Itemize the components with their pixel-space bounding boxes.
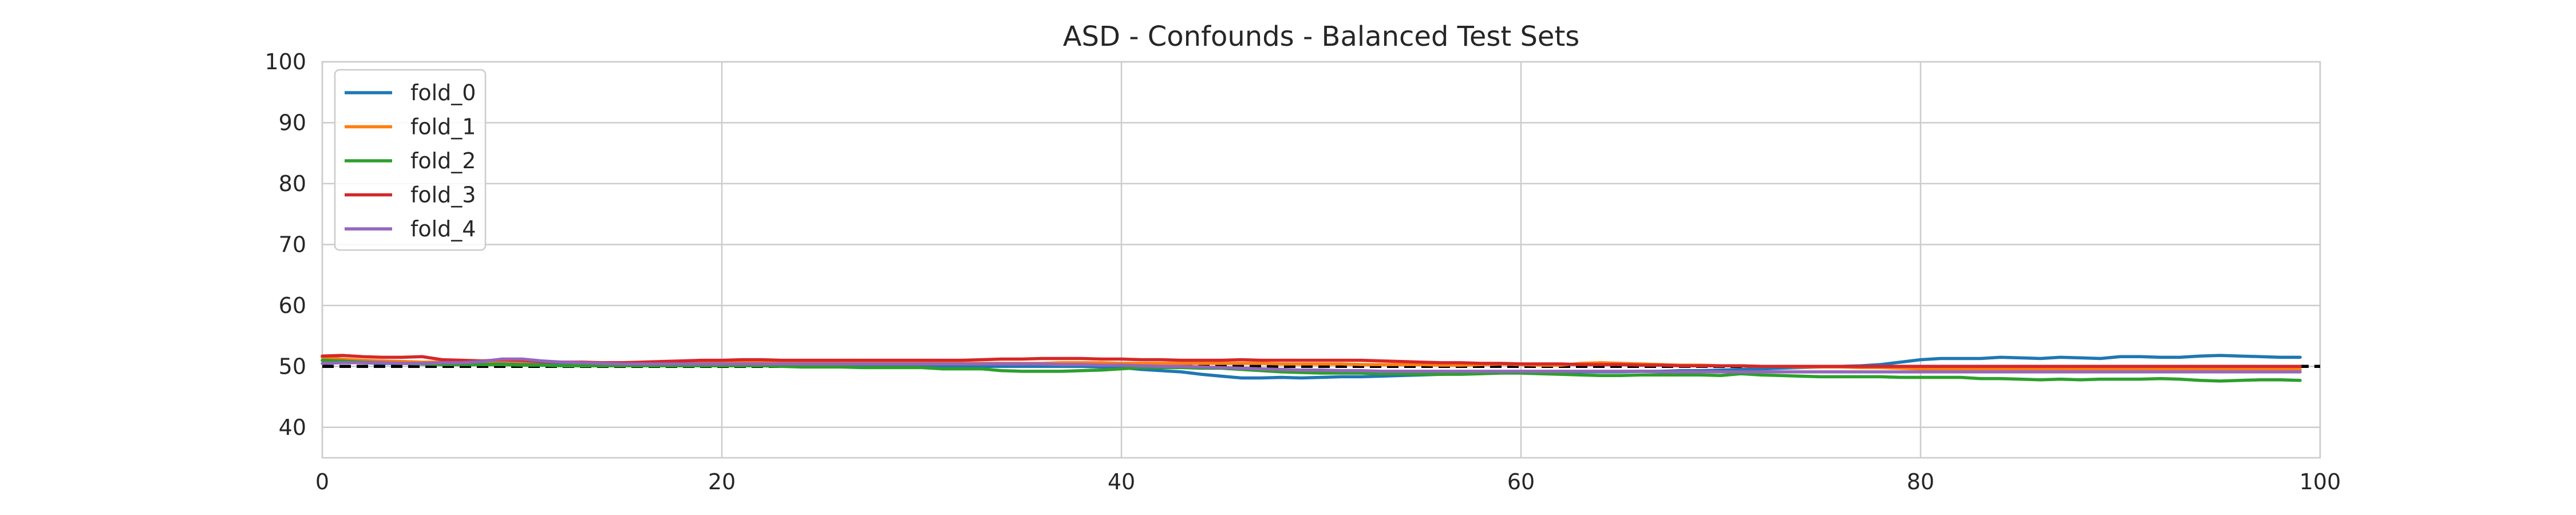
x-tick-label: 100	[2300, 469, 2341, 494]
y-tick-label: 40	[279, 415, 306, 440]
legend: fold_0 fold_1 fold_2 fold_3 fold_4	[334, 69, 487, 251]
x-tick-label: 40	[1108, 469, 1135, 494]
y-tick-label: 60	[279, 293, 306, 318]
series-line-fold_2	[321, 358, 2302, 383]
x-tick-label: 80	[1907, 469, 1934, 494]
series-line-fold_3	[321, 354, 2302, 369]
chart-title: ASD - Confounds - Balanced Test Sets	[1063, 21, 1580, 53]
plot-background	[322, 62, 2320, 458]
y-tick-label: 80	[279, 171, 306, 196]
series-group	[321, 354, 2302, 383]
y-tick-label: 100	[264, 49, 306, 74]
x-tick-label: 20	[708, 469, 736, 494]
legend-box	[334, 69, 487, 251]
legend-label: fold_1	[410, 114, 476, 140]
y-axis: 40 50 60 70 80 90 100	[264, 49, 306, 440]
plot-frame	[321, 61, 2321, 459]
x-axis: 0 20 40 60 80 100	[315, 469, 2341, 494]
legend-label: fold_4	[410, 216, 476, 241]
y-tick-label: 50	[279, 354, 306, 379]
x-tick-label: 0	[315, 469, 329, 494]
x-tick-label: 60	[1507, 469, 1535, 494]
series-line-fold_4	[321, 357, 2302, 374]
legend-label: fold_2	[410, 148, 476, 173]
legend-label: fold_0	[410, 80, 476, 105]
legend-label: fold_3	[410, 183, 476, 208]
y-tick-label: 90	[279, 110, 306, 135]
y-tick-label: 70	[279, 232, 306, 257]
